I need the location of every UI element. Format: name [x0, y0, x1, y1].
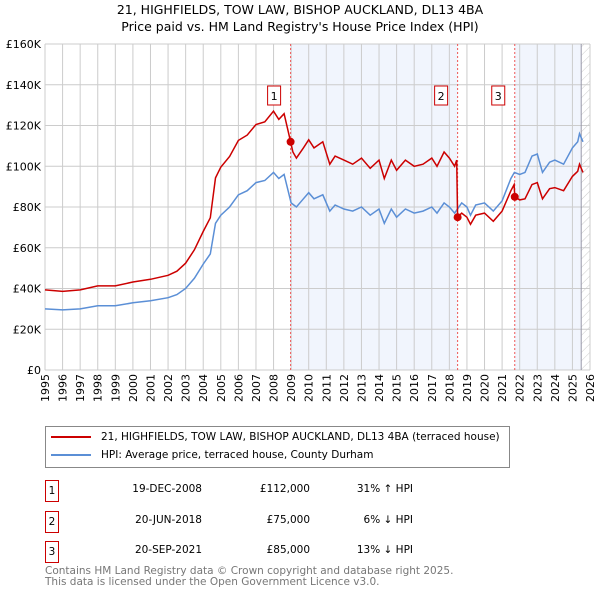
sale-marker-label: 3 [45, 541, 59, 563]
x-tick-label: 2004 [197, 374, 210, 402]
x-tick-label: 2012 [338, 374, 351, 402]
x-tick-label: 2018 [443, 374, 456, 402]
footer-licence: This data is licensed under the Open Gov… [45, 576, 380, 588]
sale-label: 2 [438, 90, 445, 103]
y-tick-label: £40K [13, 283, 42, 296]
x-tick-label: 2007 [250, 374, 263, 402]
x-tick-label: 2003 [180, 374, 193, 402]
y-tick-label: £100K [6, 160, 42, 173]
x-tick-label: 2025 [566, 374, 579, 402]
sale-row: 3 20-SEP-2021 £85,000 13% ↓ HPI [45, 541, 445, 563]
sale-label-box [267, 85, 282, 106]
sale-row: 1 19-DEC-2008 £112,000 31% ↑ HPI [45, 480, 445, 502]
chart-subtitle: Price paid vs. HM Land Registry's House … [121, 19, 479, 34]
x-tick-label: 2010 [303, 374, 316, 402]
x-tick-label: 2017 [426, 374, 439, 402]
y-tick-label: £160K [6, 38, 42, 51]
footer-copyright: Contains HM Land Registry data © Crown c… [45, 565, 454, 577]
legend-swatch-property [51, 436, 91, 438]
sale-row: 2 20-JUN-2018 £75,000 6% ↓ HPI [45, 511, 445, 533]
sale-label-box [434, 85, 449, 106]
y-tick-label: £20K [13, 323, 42, 336]
legend: 21, HIGHFIELDS, TOW LAW, BISHOP AUCKLAND… [45, 426, 510, 468]
x-tick-label: 2024 [549, 374, 562, 402]
x-tick-label: 2001 [144, 374, 157, 402]
y-tick-label: £140K [6, 79, 42, 92]
x-tick-label: 1997 [74, 374, 87, 402]
x-tick-label: 2026 [584, 374, 597, 402]
legend-label-property: 21, HIGHFIELDS, TOW LAW, BISHOP AUCKLAND… [101, 431, 500, 443]
x-tick-label: 2016 [408, 374, 421, 402]
x-tick-label: 2008 [268, 374, 281, 402]
x-tick-label: 2009 [285, 374, 298, 402]
hpi-line [44, 131, 584, 311]
x-tick-label: 1998 [92, 374, 105, 402]
sale-hpi-diff: 6% ↓ HPI [356, 514, 413, 526]
x-tick-label: 2006 [232, 374, 245, 402]
x-tick-label: 2011 [320, 374, 333, 402]
legend-label-hpi: HPI: Average price, terraced house, Coun… [101, 449, 374, 461]
sale-point [510, 192, 519, 201]
y-tick-label: £80K [13, 201, 42, 214]
y-tick-label: £0 [27, 364, 41, 377]
x-tick-label: 2019 [461, 374, 474, 402]
sale-hpi-diff: 31% ↑ HPI [356, 483, 413, 495]
x-tick-label: 2022 [514, 374, 527, 402]
x-tick-label: 1995 [39, 374, 52, 402]
sale-price: £85,000 [266, 544, 310, 556]
sale-label-box [491, 85, 506, 106]
x-tick-label: 2000 [127, 374, 140, 402]
x-tick-label: 2005 [215, 374, 228, 402]
x-tick-label: 2015 [391, 374, 404, 402]
sale-marker-label: 1 [45, 480, 59, 502]
sale-point [453, 213, 462, 222]
y-tick-label: £120K [6, 120, 42, 133]
sale-price: £75,000 [266, 514, 310, 526]
x-tick-label: 2021 [496, 374, 509, 402]
x-tick-label: 2013 [355, 374, 368, 402]
x-tick-label: 1999 [109, 374, 122, 402]
sale-date: 20-JUN-2018 [135, 514, 202, 526]
x-tick-label: 2014 [373, 374, 386, 402]
price-chart: 1995 1996 1997 1998 1999 2000 2001 2002 2003 2004… [6, 38, 597, 402]
y-tick-label: £60K [13, 242, 42, 255]
sale-label: 1 [271, 90, 278, 103]
sale-marker-label: 2 [45, 511, 59, 533]
sale-date: 19-DEC-2008 [132, 483, 202, 495]
legend-swatch-hpi [51, 454, 91, 456]
x-tick-label: 1996 [57, 374, 70, 402]
x-tick-label: 2020 [479, 374, 492, 402]
x-tick-label: 2023 [531, 374, 544, 402]
x-tick-label: 2002 [162, 374, 175, 402]
sale-price: £112,000 [259, 483, 310, 495]
sale-date: 20-SEP-2021 [134, 544, 202, 556]
sale-point [286, 137, 295, 146]
footer: Contains HM Land Registry data © Crown c… [45, 566, 453, 588]
chart-title: 21, HIGHFIELDS, TOW LAW, BISHOP AUCKLAND… [116, 2, 484, 17]
sale-hpi-diff: 13% ↓ HPI [356, 544, 413, 556]
sale-label: 3 [495, 90, 502, 103]
